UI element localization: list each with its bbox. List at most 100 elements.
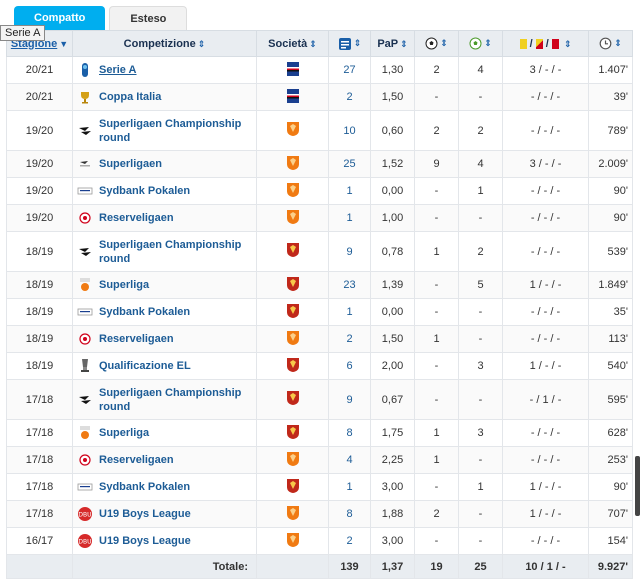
totals-assists: 25: [458, 554, 503, 579]
club-logo-icon[interactable]: [286, 182, 299, 200]
sort-icon: ⇕: [353, 38, 362, 49]
appearances-link[interactable]: 1: [346, 185, 353, 197]
competition-logo-icon[interactable]: [77, 89, 93, 105]
cell-ppm: 1,39: [370, 271, 415, 299]
club-logo-icon[interactable]: [286, 478, 299, 496]
competition-link[interactable]: Sydbank Pokalen: [99, 185, 191, 197]
cell-season: 19/20: [6, 110, 73, 151]
appearances-link[interactable]: 1: [346, 306, 353, 318]
club-logo-icon[interactable]: [286, 424, 299, 442]
competition-logo-icon[interactable]: DBU: [77, 506, 93, 522]
cell-assists: -: [458, 83, 503, 111]
competition-logo-icon[interactable]: [77, 62, 93, 78]
cell-competition: DBU U19 Boys League: [72, 500, 257, 528]
appearances-link[interactable]: 1: [346, 481, 353, 493]
competition-logo-icon[interactable]: DBU: [77, 533, 93, 549]
competition-link[interactable]: U19 Boys League: [99, 508, 191, 520]
competition-link[interactable]: Coppa Italia: [99, 91, 162, 103]
tab-extended[interactable]: Esteso: [109, 6, 188, 30]
competition-link[interactable]: Superligaen Championship round: [99, 386, 242, 413]
col-appearances[interactable]: ⇕: [328, 30, 371, 57]
cell-season: 17/18: [6, 379, 73, 420]
appearances-link[interactable]: 2: [346, 333, 353, 345]
cell-club: [256, 446, 329, 474]
col-competition[interactable]: Competizione ⇕: [72, 30, 257, 57]
competition-link[interactable]: Serie A: [99, 64, 137, 76]
appearances-link[interactable]: 1: [346, 212, 353, 224]
competition-link[interactable]: Superligaen Championship round: [99, 238, 242, 265]
competition-logo-icon[interactable]: [77, 210, 93, 226]
appearances-link[interactable]: 2: [346, 91, 353, 103]
club-logo-icon[interactable]: [286, 357, 299, 375]
col-club[interactable]: Società ⇕: [256, 30, 329, 57]
competition-link[interactable]: Sydbank Pokalen: [99, 306, 191, 318]
competition-link[interactable]: Qualificazione EL: [99, 360, 191, 372]
club-logo-icon[interactable]: [286, 391, 299, 408]
appearances-link[interactable]: 25: [343, 158, 356, 170]
competition-link[interactable]: Reserveligaen: [99, 454, 174, 466]
competition-logo-icon[interactable]: [77, 331, 93, 347]
col-goals[interactable]: ⇕: [414, 30, 459, 57]
table-row: 18/19 Reserveligaen 2 1,50 1- - / - / -113': [6, 325, 633, 353]
cell-ppm: 1,52: [370, 150, 415, 178]
cell-club: [256, 298, 329, 326]
appearances-link[interactable]: 6: [346, 360, 353, 372]
club-logo-icon[interactable]: [286, 303, 299, 321]
competition-link[interactable]: Superliga: [99, 279, 150, 291]
cell-competition: DBU U19 Boys League: [72, 527, 257, 555]
cell-minutes: 540': [588, 352, 633, 380]
cell-goals: -: [414, 204, 459, 232]
appearances-link[interactable]: 9: [346, 245, 353, 258]
competition-logo-icon[interactable]: [77, 277, 93, 293]
appearances-link[interactable]: 23: [343, 279, 356, 291]
cell-assists: 4: [458, 150, 503, 178]
appearances-link[interactable]: 8: [346, 508, 353, 520]
club-logo-icon[interactable]: [286, 330, 299, 348]
competition-logo-icon[interactable]: [77, 425, 93, 441]
competition-link[interactable]: Reserveligaen: [99, 333, 174, 345]
col-assists[interactable]: ⇕: [458, 30, 503, 57]
club-logo-icon[interactable]: [286, 505, 299, 523]
competition-link[interactable]: Sydbank Pokalen: [99, 481, 191, 493]
club-logo-icon[interactable]: [286, 276, 299, 294]
competition-link[interactable]: U19 Boys League: [99, 535, 191, 547]
col-ppm[interactable]: PaP ⇕: [370, 30, 415, 57]
club-logo-icon[interactable]: [286, 243, 299, 260]
competition-logo-icon[interactable]: [77, 452, 93, 468]
competition-logo-icon[interactable]: [77, 304, 93, 320]
col-minutes[interactable]: ⇕: [588, 30, 633, 57]
competition-logo-icon[interactable]: [77, 183, 93, 199]
scrollbar[interactable]: [635, 456, 640, 516]
cell-minutes: 90': [588, 473, 633, 501]
col-cards[interactable]: / / ⇕: [502, 30, 589, 57]
competition-logo-icon[interactable]: [77, 156, 93, 172]
club-logo-icon[interactable]: [286, 61, 299, 79]
club-logo-icon[interactable]: [286, 88, 299, 106]
competition-link[interactable]: Reserveligaen: [99, 212, 174, 224]
cell-appearances: 1: [328, 177, 371, 205]
appearances-link[interactable]: 4: [346, 454, 353, 466]
competition-link[interactable]: Superligaen: [99, 158, 162, 170]
competition-logo-icon[interactable]: [77, 479, 93, 495]
competition-logo-icon[interactable]: [77, 392, 93, 408]
club-logo-icon[interactable]: [286, 209, 299, 227]
appearances-link[interactable]: 2: [346, 535, 353, 547]
appearances-link[interactable]: 9: [346, 393, 353, 406]
cell-ppm: 0,60: [370, 110, 415, 151]
appearances-link[interactable]: 10: [343, 124, 356, 137]
competition-link[interactable]: Superligaen Championship round: [99, 117, 242, 144]
competition-link[interactable]: Superliga: [99, 427, 150, 439]
cell-assists: -: [458, 379, 503, 420]
club-logo-icon[interactable]: [286, 532, 299, 550]
cell-minutes: 1.849': [588, 271, 633, 299]
club-logo-icon[interactable]: [286, 155, 299, 173]
appearances-link[interactable]: 27: [343, 64, 356, 76]
competition-logo-icon[interactable]: [77, 244, 93, 260]
cell-cards: - / - / -: [502, 298, 589, 326]
competition-logo-icon[interactable]: [77, 358, 93, 374]
cell-assists: -: [458, 325, 503, 353]
competition-logo-icon[interactable]: [77, 123, 93, 139]
club-logo-icon[interactable]: [286, 122, 299, 139]
club-logo-icon[interactable]: [286, 451, 299, 469]
appearances-link[interactable]: 8: [346, 427, 353, 439]
